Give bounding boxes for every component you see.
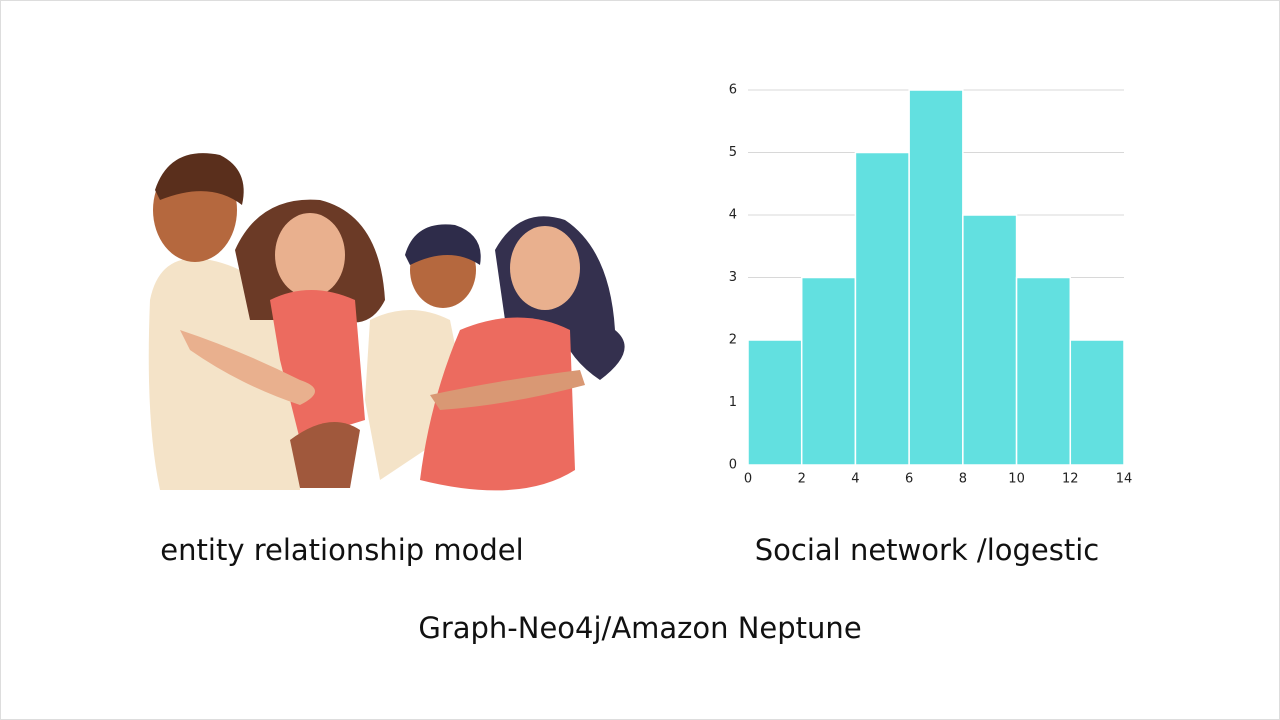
x-tick-label: 0: [744, 472, 752, 487]
x-tick-label: 2: [798, 472, 806, 487]
right-caption: Social network /logestic: [755, 533, 1100, 567]
x-tick-label: 12: [1062, 472, 1079, 487]
bar: [1015, 276, 1072, 466]
bar: [854, 151, 910, 466]
bar: [800, 276, 857, 466]
bar: [962, 214, 1018, 466]
family-illustration: [148, 153, 625, 491]
x-tick-label: 14: [1116, 472, 1133, 487]
bar: [1069, 339, 1125, 466]
bar: [747, 339, 803, 466]
x-tick-label: 10: [1008, 472, 1025, 487]
y-tick-label: 3: [729, 270, 737, 285]
y-tick-label: 1: [729, 395, 737, 410]
y-tick-label: 5: [729, 145, 737, 160]
y-tick-label: 2: [729, 333, 737, 348]
left-caption: entity relationship model: [160, 533, 523, 567]
y-tick-label: 0: [729, 458, 737, 473]
x-tick-label: 6: [905, 472, 913, 487]
y-tick-label: 6: [729, 83, 737, 98]
bottom-caption: Graph-Neo4j/Amazon Neptune: [418, 611, 861, 645]
x-tick-label: 8: [959, 472, 967, 487]
x-tick-label: 4: [851, 472, 859, 487]
bar: [908, 89, 964, 466]
y-tick-label: 4: [729, 208, 737, 223]
